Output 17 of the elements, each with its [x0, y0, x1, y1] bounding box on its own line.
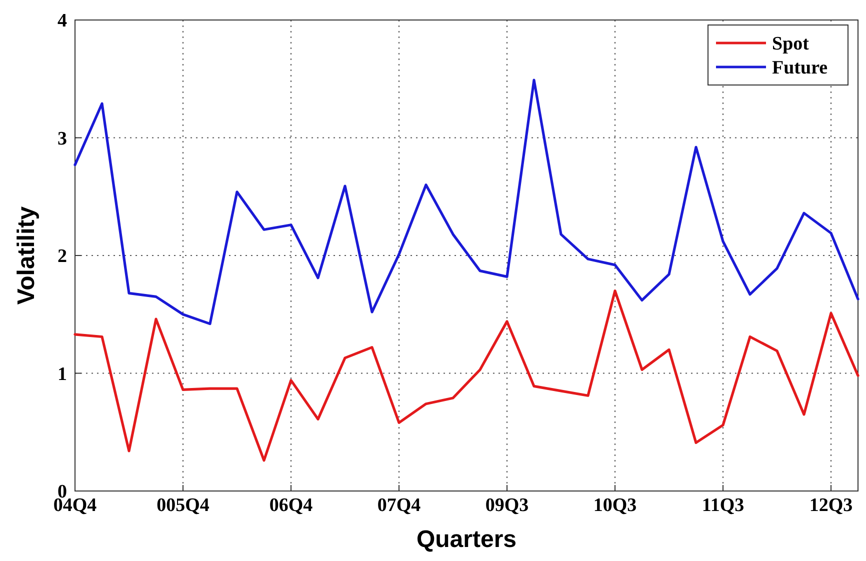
- line-series: [74, 290, 860, 462]
- x-axis-title: Quarters: [416, 526, 517, 553]
- y-tick-label: 4: [58, 10, 68, 32]
- x-tick-label: 10Q3: [593, 495, 637, 516]
- x-tick-label: 12Q3: [809, 495, 853, 516]
- legend-label: Future: [772, 58, 828, 79]
- x-tick-label: 07Q4: [377, 495, 422, 516]
- x-tick-label: 06Q4: [269, 495, 314, 516]
- x-tick-label: 11Q3: [702, 495, 744, 516]
- y-tick-label: 2: [58, 246, 67, 268]
- x-tick-label: 09Q3: [485, 495, 529, 516]
- y-axis-title: Volatility: [13, 206, 40, 305]
- legend-label: Spot: [772, 34, 810, 55]
- line-series: [74, 78, 860, 326]
- y-tick-label: 3: [58, 128, 67, 150]
- y-tick-label: 1: [58, 364, 67, 385]
- x-tick-label: 005Q4: [156, 495, 210, 516]
